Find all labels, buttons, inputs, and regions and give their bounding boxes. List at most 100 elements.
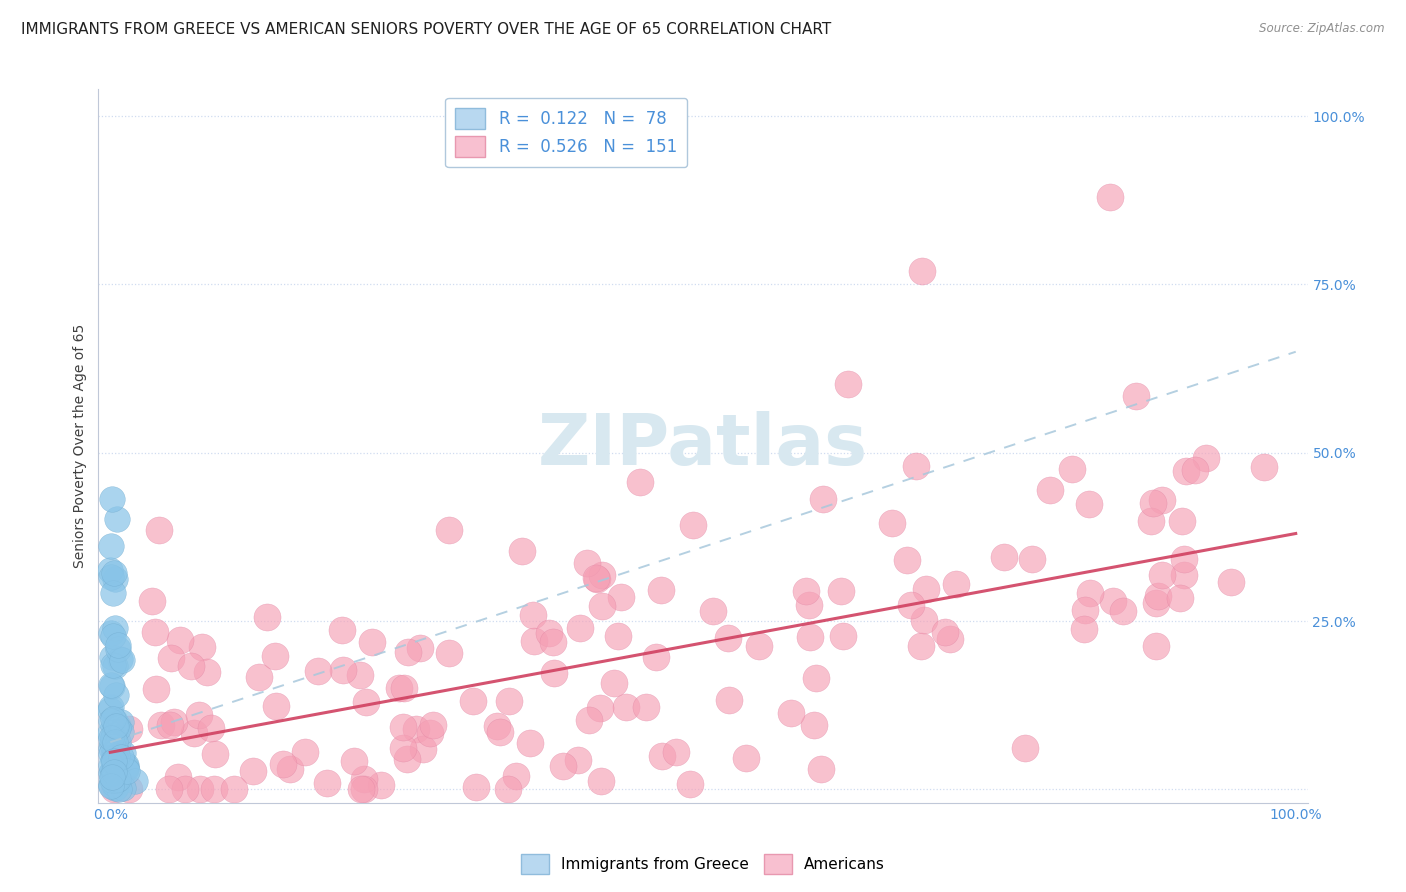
- Point: [124, 774, 146, 789]
- Point: [100, 714, 122, 729]
- Point: [1142, 496, 1164, 510]
- Point: [1174, 464, 1197, 478]
- Point: [799, 598, 821, 612]
- Point: [256, 610, 278, 624]
- Point: [101, 729, 124, 743]
- Point: [523, 633, 546, 648]
- Point: [541, 635, 564, 649]
- Point: [905, 459, 928, 474]
- Point: [1060, 461, 1083, 475]
- Point: [567, 753, 589, 767]
- Point: [1140, 514, 1163, 528]
- Point: [522, 608, 544, 623]
- Point: [105, 768, 128, 782]
- Point: [569, 621, 592, 635]
- Point: [100, 737, 122, 751]
- Point: [748, 640, 770, 654]
- Point: [103, 751, 125, 765]
- Point: [634, 699, 657, 714]
- Point: [1173, 568, 1195, 582]
- Point: [294, 745, 316, 759]
- Point: [167, 771, 190, 785]
- Point: [105, 748, 128, 763]
- Point: [806, 671, 828, 685]
- Point: [388, 681, 411, 696]
- Point: [1150, 568, 1173, 582]
- Point: [810, 762, 832, 776]
- Point: [485, 719, 508, 733]
- Point: [110, 749, 132, 764]
- Point: [1195, 451, 1218, 466]
- Point: [103, 746, 125, 760]
- Point: [273, 756, 295, 771]
- Point: [585, 572, 607, 586]
- Point: [392, 681, 415, 696]
- Point: [160, 651, 183, 665]
- Point: [628, 475, 651, 489]
- Point: [575, 557, 598, 571]
- Point: [803, 717, 825, 731]
- Point: [100, 741, 122, 756]
- Point: [734, 751, 756, 765]
- Point: [614, 699, 637, 714]
- Point: [242, 764, 264, 778]
- Point: [103, 764, 125, 779]
- Point: [1168, 591, 1191, 605]
- Point: [437, 524, 460, 538]
- Point: [716, 631, 738, 645]
- Point: [107, 638, 129, 652]
- Text: IMMIGRANTS FROM GREECE VS AMERICAN SENIORS POVERTY OVER THE AGE OF 65 CORRELATIO: IMMIGRANTS FROM GREECE VS AMERICAN SENIO…: [21, 22, 831, 37]
- Legend: R =  0.122   N =  78, R =  0.526   N =  151: R = 0.122 N = 78, R = 0.526 N = 151: [446, 97, 688, 167]
- Point: [498, 694, 520, 708]
- Point: [330, 624, 353, 638]
- Point: [702, 603, 724, 617]
- Point: [1125, 389, 1147, 403]
- Point: [100, 747, 122, 761]
- Point: [187, 708, 209, 723]
- Point: [718, 693, 741, 707]
- Point: [837, 376, 859, 391]
- Point: [332, 663, 354, 677]
- Point: [103, 712, 125, 726]
- Point: [159, 718, 181, 732]
- Point: [100, 726, 122, 740]
- Point: [101, 586, 124, 600]
- Point: [464, 780, 486, 795]
- Point: [422, 718, 444, 732]
- Point: [108, 652, 131, 666]
- Point: [100, 779, 122, 793]
- Point: [896, 553, 918, 567]
- Point: [900, 599, 922, 613]
- Point: [108, 781, 131, 796]
- Point: [105, 688, 128, 702]
- Point: [103, 762, 125, 776]
- Point: [105, 780, 128, 794]
- Point: [118, 781, 141, 796]
- Point: [111, 653, 134, 667]
- Point: [591, 568, 613, 582]
- Point: [191, 640, 214, 654]
- Point: [1021, 552, 1043, 566]
- Point: [103, 781, 125, 796]
- Point: [188, 781, 211, 796]
- Point: [101, 754, 124, 768]
- Point: [100, 758, 122, 772]
- Point: [100, 700, 122, 714]
- Point: [553, 759, 575, 773]
- Point: [104, 745, 127, 759]
- Point: [110, 725, 132, 739]
- Point: [247, 670, 270, 684]
- Point: [831, 630, 853, 644]
- Point: [149, 718, 172, 732]
- Point: [651, 749, 673, 764]
- Point: [100, 778, 122, 792]
- Point: [105, 753, 128, 767]
- Point: [107, 719, 129, 733]
- Point: [173, 781, 195, 796]
- Point: [496, 781, 519, 796]
- Point: [104, 718, 127, 732]
- Point: [349, 668, 371, 682]
- Point: [543, 666, 565, 681]
- Point: [665, 746, 688, 760]
- Point: [589, 774, 612, 789]
